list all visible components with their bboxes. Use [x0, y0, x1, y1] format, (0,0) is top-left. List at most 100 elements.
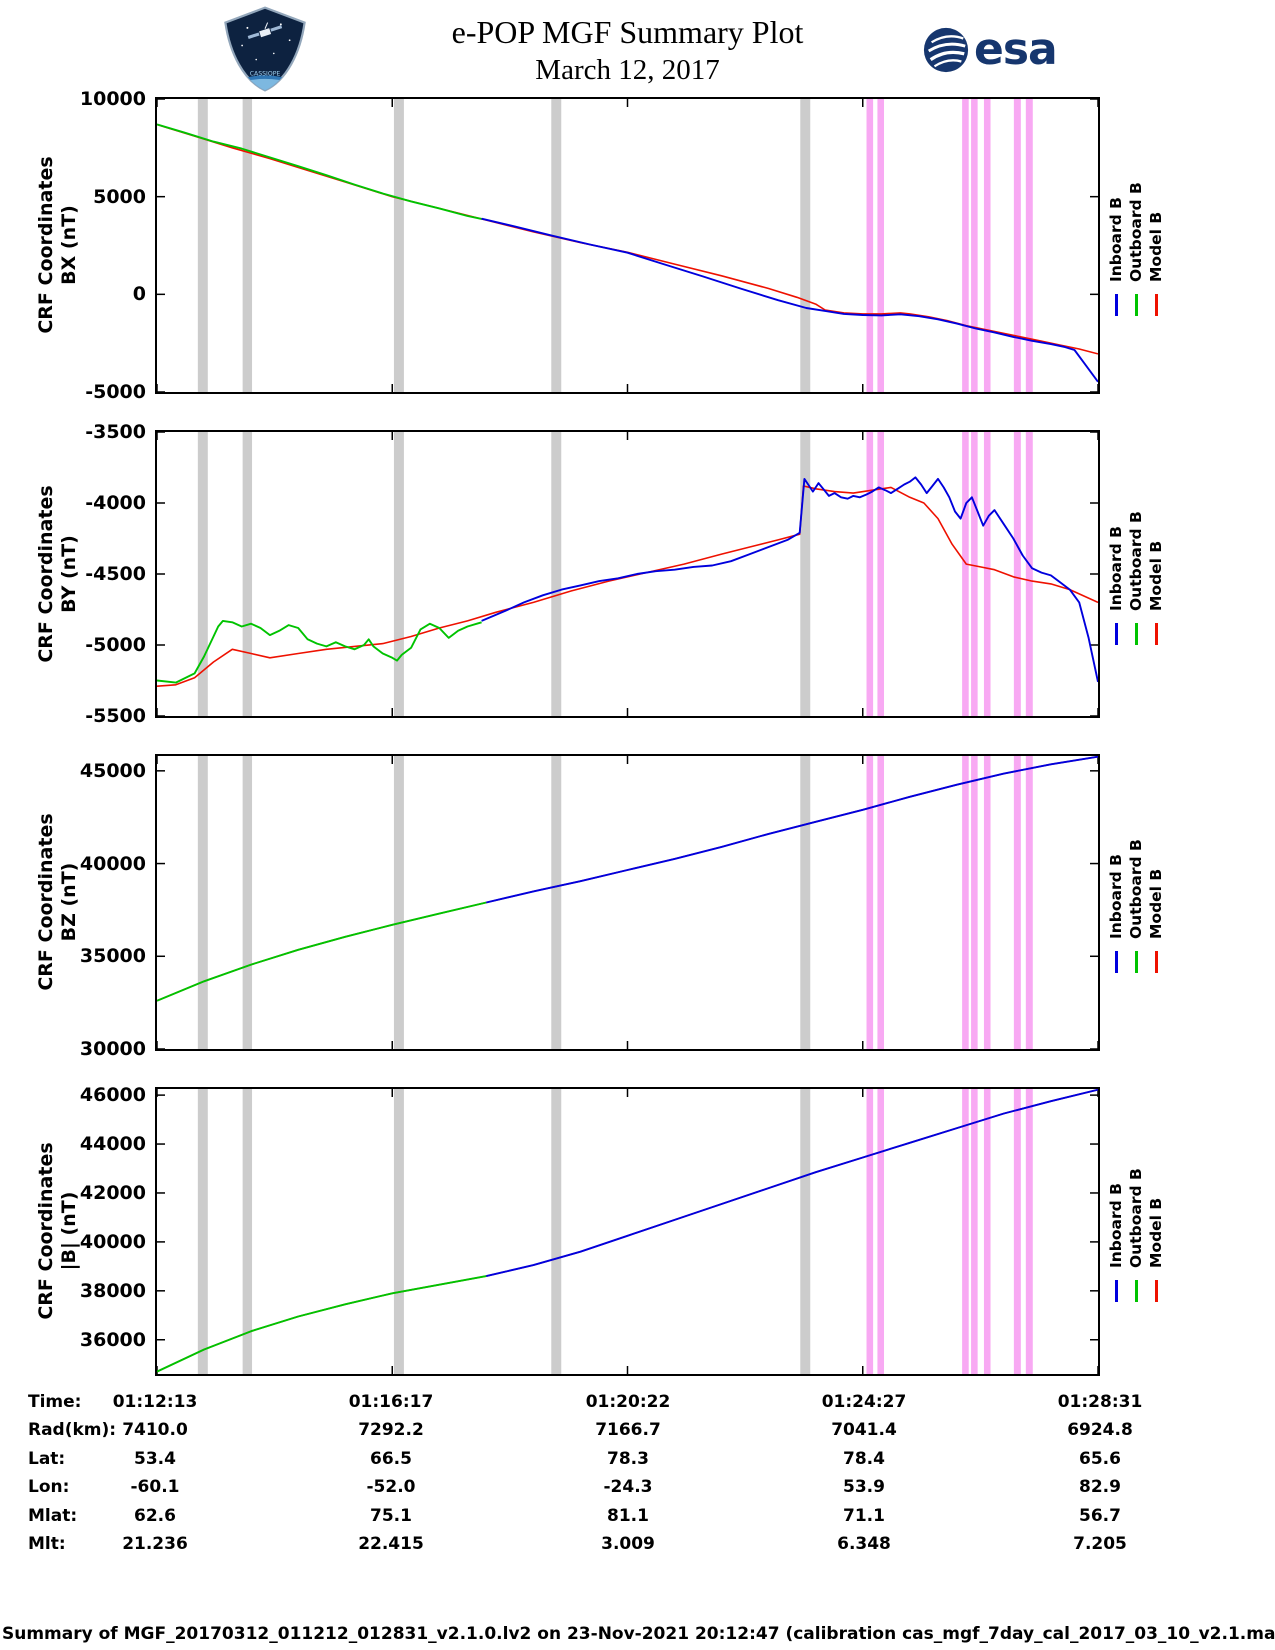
table-cell: 71.1: [843, 1505, 885, 1526]
magenta-shade-band: [962, 99, 969, 392]
table-cell: 7166.7: [595, 1420, 661, 1441]
gray-shade-band: [197, 432, 208, 716]
y-tick-label: 45000: [79, 759, 146, 782]
gray-shade-band: [242, 99, 253, 392]
footer-text: Summary of MGF_20170312_011212_012831_v2…: [2, 1624, 1275, 1644]
series-model-b-line: [157, 485, 1098, 687]
table-cell: 01:28:31: [1057, 1392, 1143, 1412]
legend-line-inboard: [1114, 294, 1118, 316]
gray-shade-band: [197, 756, 208, 1049]
page-date: March 12, 2017: [535, 54, 720, 86]
magenta-shade-band: [1013, 432, 1021, 716]
legend-line-inboard: [1114, 951, 1118, 973]
plot-area-bz: [157, 756, 1098, 1049]
table-row-label: Mlat:: [28, 1505, 78, 1526]
plot-area-by: [157, 432, 1098, 716]
series-outboard-b-line: [157, 1275, 487, 1373]
legend-bmag: Inboard B Outboard B Model B: [1106, 1156, 1168, 1302]
magenta-shade-band: [983, 1089, 991, 1374]
table-cell: 01:20:22: [585, 1392, 671, 1412]
gray-shade-band: [393, 432, 404, 716]
y-tick-label: 38000: [79, 1279, 146, 1302]
table-cell: 53.4: [134, 1448, 176, 1469]
legend-item-outboard: Outboard B: [1126, 1156, 1146, 1302]
cassiope-logo: CASSIOPE: [221, 5, 309, 97]
legend-item-inboard: Inboard B: [1106, 499, 1126, 645]
gray-shade-band: [551, 99, 562, 392]
gray-shade-band: [197, 1089, 208, 1374]
panel-bmag: [155, 1087, 1100, 1376]
plot-area-bx: [157, 99, 1098, 392]
table-cell: 65.6: [1079, 1448, 1121, 1469]
legend-line-outboard: [1134, 951, 1138, 973]
magenta-shade-band: [1025, 1089, 1033, 1374]
gray-shade-band: [393, 99, 404, 392]
patch-text: CASSIOPE: [250, 70, 281, 77]
magenta-shade-band: [983, 99, 991, 392]
legend-item-model: Model B: [1146, 499, 1166, 645]
magenta-shade-band: [1013, 756, 1021, 1049]
legend-item-model: Model B: [1146, 1156, 1166, 1302]
table-row-label: Rad(km):: [28, 1420, 117, 1441]
legend-item-inboard: Inboard B: [1106, 1156, 1126, 1302]
table-cell: 22.415: [358, 1534, 424, 1554]
cassiope-patch-graphic: CASSIOPE: [224, 6, 306, 92]
y-axis-label-line1: CRF Coordinates: [35, 813, 57, 991]
gray-shade-band: [800, 1089, 811, 1374]
series-outboard-b-line: [157, 619, 482, 684]
y-axis-label-bx: CRF Coordinates BX (nT): [35, 105, 81, 385]
legend-label-outboard: Outboard B: [1127, 182, 1145, 282]
y-tick-label: 36000: [79, 1328, 146, 1351]
magenta-shade-band: [983, 432, 991, 716]
plot-area-bmag: [157, 1089, 1098, 1374]
legend-bx: Inboard B Outboard B Model B: [1106, 170, 1168, 316]
magenta-shade-band: [866, 1089, 874, 1374]
table-row-label: Time:: [28, 1392, 82, 1412]
y-tick-label: -5000: [85, 381, 146, 403]
y-tick-label: 35000: [79, 945, 146, 968]
magenta-shade-band: [962, 432, 969, 716]
y-tick-label: 5000: [93, 185, 146, 208]
esa-wordmark: esa: [974, 24, 1058, 75]
legend-line-outboard: [1134, 294, 1138, 316]
table-row-label: Lon:: [28, 1477, 70, 1498]
gray-shade-band: [242, 432, 253, 716]
table-cell: 6924.8: [1067, 1420, 1133, 1441]
table-cell: 01:12:13: [112, 1392, 198, 1412]
table-cell: 78.3: [607, 1448, 649, 1469]
y-axis-label-bz: CRF Coordinates BZ (nT): [35, 762, 81, 1042]
table-cell: 56.7: [1079, 1505, 1121, 1526]
magenta-shade-band: [1025, 99, 1033, 392]
esa-emblem-icon: [923, 27, 969, 73]
magenta-shade-band: [971, 99, 978, 392]
esa-logo: esa: [922, 24, 1058, 75]
y-axis-label-line2: BX (nT): [58, 205, 80, 285]
magenta-shade-band: [971, 1089, 978, 1374]
ephemeris-table: Time: 01:12:13 01:16:17 01:20:22 01:24:27 01:…: [0, 1392, 1275, 1567]
legend-bz: Inboard B Outboard B Model B: [1106, 827, 1168, 973]
y-tick-label: 0: [132, 283, 146, 306]
legend-line-model: [1154, 1280, 1158, 1302]
series-inboard-b-line: [486, 1089, 1098, 1278]
legend-item-inboard: Inboard B: [1106, 170, 1126, 316]
table-cell: 7410.0: [122, 1420, 188, 1441]
table-cell: 78.4: [843, 1448, 885, 1469]
table-cell: -60.1: [130, 1477, 180, 1498]
magenta-shade-band: [971, 432, 978, 716]
magenta-shade-band: [866, 756, 874, 1049]
table-cell: 66.5: [370, 1448, 412, 1469]
magenta-shade-band: [866, 432, 874, 716]
table-cell: 21.236: [122, 1534, 188, 1554]
magenta-shade-band: [962, 756, 969, 1049]
gray-shade-band: [800, 99, 811, 392]
y-tick-label: 42000: [79, 1181, 146, 1204]
gray-shade-band: [242, 1089, 253, 1374]
legend-item-outboard: Outboard B: [1126, 170, 1146, 316]
legend-item-outboard: Outboard B: [1126, 499, 1146, 645]
table-cell: 6.348: [837, 1534, 891, 1554]
table-cell: -24.3: [603, 1477, 653, 1498]
legend-line-model: [1154, 951, 1158, 973]
magenta-shade-band: [877, 756, 885, 1049]
table-cell: 75.1: [370, 1505, 412, 1526]
gray-shade-band: [800, 432, 811, 716]
